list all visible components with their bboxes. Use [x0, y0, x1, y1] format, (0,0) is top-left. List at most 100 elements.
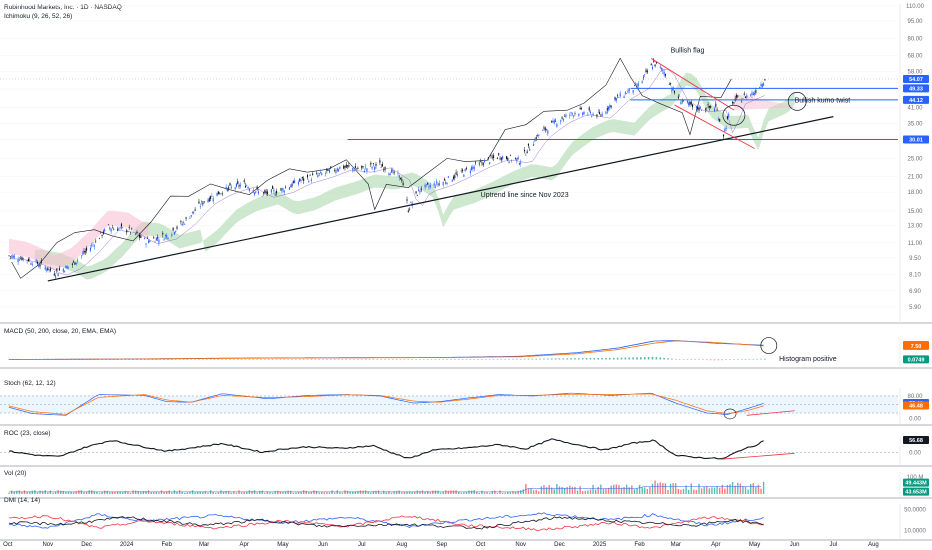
stoch-tick-label: 0.00 [909, 417, 921, 423]
volume-bar [380, 492, 382, 494]
macd-histogram-bar [155, 359, 158, 360]
volume-bar [26, 491, 28, 494]
price-candle [173, 232, 175, 235]
volume-bar [21, 492, 23, 494]
macd-histogram-bar [628, 357, 631, 360]
macd-histogram-bar [601, 357, 603, 360]
macd-pane[interactable]: MACD (50, 200, close, 20, EMA, EMA) 7.87… [0, 328, 932, 369]
price-candle [380, 167, 382, 168]
volume-bar [594, 489, 597, 494]
stoch-legend: Stoch (62, 12, 12) [4, 380, 56, 387]
price-candle [646, 70, 648, 73]
price-candle [410, 202, 412, 203]
macd-histogram-bar [527, 358, 530, 360]
price-candle [542, 130, 544, 131]
price-candle [436, 181, 438, 184]
x-tick-label: Feb [162, 542, 173, 548]
macd-histogram-bar [136, 359, 138, 360]
price-badge-1: 49.33 [909, 86, 923, 92]
price-candle [409, 208, 411, 210]
price-candle [122, 227, 124, 228]
price-candle [619, 93, 621, 97]
macd-histogram-bar [469, 359, 472, 360]
price-candle [452, 176, 455, 179]
price-badge-3: 30.01 [909, 138, 923, 144]
volume-pane[interactable]: Vol (20) 100 M49.443M 43.653M [0, 470, 932, 499]
ichimoku-base-line [9, 69, 766, 276]
macd-histogram-bar [457, 359, 460, 360]
volume-bar [284, 491, 287, 494]
price-candle [384, 166, 386, 170]
price-tick-label: 58.00 [907, 70, 923, 76]
volume-bar [460, 492, 462, 494]
macd-histogram-bar [605, 357, 607, 360]
volume-bar [315, 490, 318, 494]
macd-histogram-bar [415, 359, 417, 360]
volume-bar [486, 492, 488, 494]
price-candle [328, 169, 331, 173]
price-candle [556, 123, 558, 127]
price-candle [80, 255, 82, 257]
macd-histogram-bar [550, 358, 553, 360]
price-candle [167, 237, 169, 240]
volume-bar [259, 490, 261, 494]
price-candle [261, 196, 263, 197]
volume-badge-0: 49.443M [905, 481, 927, 487]
volume-bar [261, 490, 263, 494]
macd-histogram-bar [663, 357, 665, 360]
price-candle [11, 255, 13, 257]
volume-bar [760, 488, 762, 494]
macd-histogram-bar [659, 357, 662, 360]
volume-bar [463, 492, 465, 494]
price-candle [119, 227, 121, 228]
macd-histogram-bar [589, 358, 592, 360]
stoch-pane[interactable]: Stoch (62, 12, 12) 80.000.0055.4046.48 [0, 380, 932, 426]
volume-bar [685, 485, 687, 494]
price-pane[interactable]: 110.0095.0080.0068.0058.0049.0041.0035.0… [0, 4, 932, 324]
volume-badge-1: 43.653M [905, 490, 927, 496]
price-candle [704, 108, 707, 110]
macd-histogram-bar [66, 359, 68, 360]
macd-histogram-bar [302, 359, 305, 360]
price-candle [20, 258, 22, 259]
volume-bar [111, 491, 114, 494]
price-candle [642, 76, 645, 78]
macd-histogram-bar [570, 358, 572, 360]
price-candle [732, 102, 734, 104]
volume-bar [406, 491, 408, 494]
volume-bar [579, 486, 581, 494]
macd-histogram-bar [322, 359, 324, 360]
volume-bar [646, 488, 649, 494]
price-candle [93, 245, 95, 247]
dmi-pane[interactable]: DMI (14, 14) 50.0000 10.0000 [0, 497, 932, 541]
volume-bar [613, 484, 615, 494]
macd-histogram-bar [132, 359, 134, 360]
volume-bar [18, 490, 21, 494]
macd-histogram-bar [523, 358, 526, 360]
macd-histogram-bar [694, 359, 696, 360]
price-candle [128, 227, 130, 228]
price-candle [104, 229, 106, 232]
volume-bar [49, 490, 52, 494]
price-candle [102, 231, 104, 234]
price-candle [543, 127, 545, 129]
volume-bar [98, 492, 101, 494]
volume-bar [711, 487, 713, 494]
price-candle [760, 84, 762, 87]
macd-histogram-bar [461, 359, 464, 360]
dmi-series-1 [9, 515, 764, 531]
price-candle [505, 156, 508, 159]
volume-bar [204, 491, 207, 494]
price-candle [71, 263, 73, 265]
macd-histogram-bar [364, 359, 367, 360]
roc-pane[interactable]: ROC (23, close) 0.00 56.68 [0, 430, 932, 467]
price-tick-label: 95.00 [907, 19, 923, 25]
macd-series-0 [9, 340, 764, 360]
price-candle [707, 104, 709, 106]
macd-histogram-bar [89, 359, 92, 360]
macd-histogram-bar [725, 359, 727, 360]
price-candle [229, 183, 231, 186]
volume-bar [584, 490, 587, 494]
macd-histogram-bar [39, 359, 41, 360]
